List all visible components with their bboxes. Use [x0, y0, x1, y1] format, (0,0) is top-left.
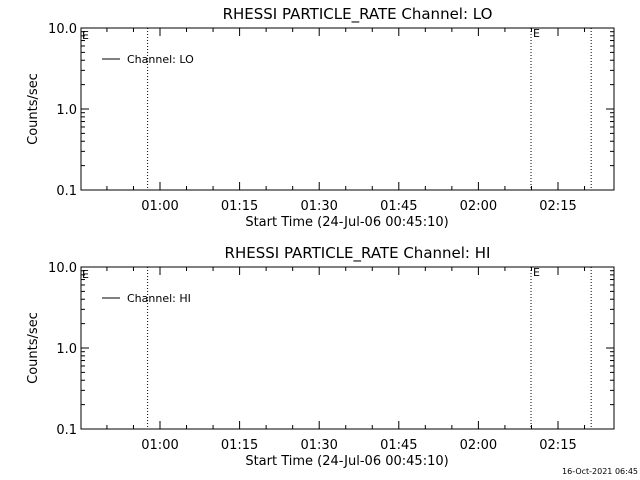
chart-title: RHESSI PARTICLE_RATE Channel: HI — [225, 244, 491, 263]
event-marker-label: E — [82, 268, 89, 281]
y-tick-label: 1.0 — [56, 342, 77, 357]
y-tick-label: 0.1 — [56, 184, 77, 199]
x-tick-label: 02:00 — [460, 199, 497, 214]
x-tick-label: 01:15 — [221, 438, 258, 453]
x-tick-label: 01:00 — [141, 199, 178, 214]
x-tick-label: 01:45 — [380, 438, 417, 453]
x-axis-label: Start Time (24-Jul-06 00:45:10) — [245, 454, 448, 469]
x-tick-label: 01:30 — [300, 199, 337, 214]
x-tick-label: 01:30 — [300, 438, 337, 453]
chart-title: RHESSI PARTICLE_RATE Channel: LO — [223, 5, 493, 24]
legend-label: Channel: HI — [127, 292, 191, 305]
y-tick-label: 1.0 — [56, 103, 77, 118]
x-tick-label: 01:15 — [221, 199, 258, 214]
footer-timestamp: 16-Oct-2021 06:45 — [562, 467, 638, 476]
y-axis-label: Counts/sec — [26, 312, 41, 384]
x-tick-label: 01:45 — [380, 199, 417, 214]
y-tick-label: 10.0 — [48, 22, 77, 37]
event-marker-label: E — [533, 266, 540, 279]
event-marker-label: E — [533, 27, 540, 40]
legend-label: Channel: LO — [127, 53, 194, 66]
x-tick-label: 01:00 — [141, 438, 178, 453]
x-tick-label: 02:00 — [460, 438, 497, 453]
x-tick-label: 02:15 — [539, 199, 576, 214]
y-axis-label: Counts/sec — [26, 73, 41, 145]
y-tick-label: 0.1 — [56, 423, 77, 438]
x-axis-label: Start Time (24-Jul-06 00:45:10) — [245, 215, 448, 230]
event-marker-label: E — [82, 29, 89, 42]
x-tick-label: 02:15 — [539, 438, 576, 453]
y-tick-label: 10.0 — [48, 261, 77, 276]
